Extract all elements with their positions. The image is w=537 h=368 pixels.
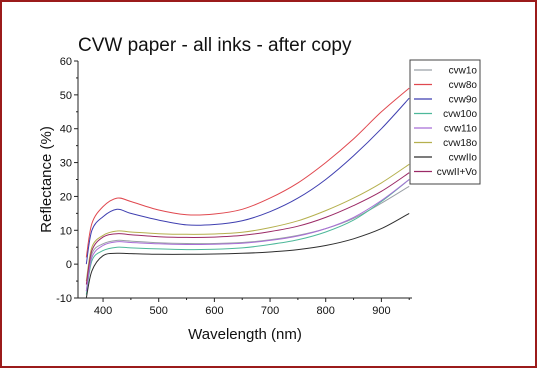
x-tick-label: 900: [372, 305, 390, 317]
x-tick-label: 700: [261, 305, 279, 317]
series-line-cvw9o: [85, 97, 410, 265]
y-axis-label: Reflectance (%): [38, 126, 55, 233]
legend: cvw1o cvw8o cvw9o cvw10o cvw11o cvw18o cvwIIo c…: [409, 59, 481, 185]
legend-entry: cvw8o: [449, 80, 478, 91]
x-tick-label: 500: [150, 305, 168, 317]
plot-area: -10 0 10 20 30 40 50 60 400 500 600 700 800 900: [56, 56, 412, 317]
y-tick-label: 60: [60, 56, 72, 68]
legend-entry: cvw11o: [444, 124, 478, 135]
y-tick-label: -10: [56, 293, 72, 305]
series-line-cvwii-vo: [85, 172, 410, 285]
chart-title: CVW paper - all inks - after copy: [78, 35, 352, 56]
x-tick-label: 400: [94, 305, 112, 317]
series-line-cvwiio: [85, 212, 410, 298]
series-line-cvw11o: [85, 179, 410, 292]
legend-entry: cvwIIo: [449, 153, 478, 164]
x-axis-label: Wavelength (nm): [188, 326, 302, 343]
legend-entry: cvw18o: [443, 138, 477, 149]
series-line-cvw10o: [85, 179, 410, 295]
y-tick-label: 50: [60, 90, 72, 102]
series-line-cvw8o: [85, 87, 410, 258]
legend-entry: cvwII+Vo: [437, 167, 478, 178]
y-tick-label: 10: [60, 225, 72, 237]
series-line-cvw1o: [85, 185, 410, 292]
y-tick-label: 30: [60, 158, 72, 170]
legend-box: [409, 59, 481, 185]
series-line-cvw18o: [85, 163, 410, 282]
x-tick-label: 600: [205, 305, 223, 317]
x-tick-label: 800: [317, 305, 335, 317]
y-tick-label: 0: [66, 259, 72, 271]
legend-entry: cvw10o: [443, 109, 477, 120]
legend-entry: cvw9o: [449, 95, 478, 106]
legend-entry: cvw1o: [449, 66, 478, 77]
y-tick-label: 20: [60, 191, 72, 203]
y-tick-label: 40: [60, 124, 72, 136]
